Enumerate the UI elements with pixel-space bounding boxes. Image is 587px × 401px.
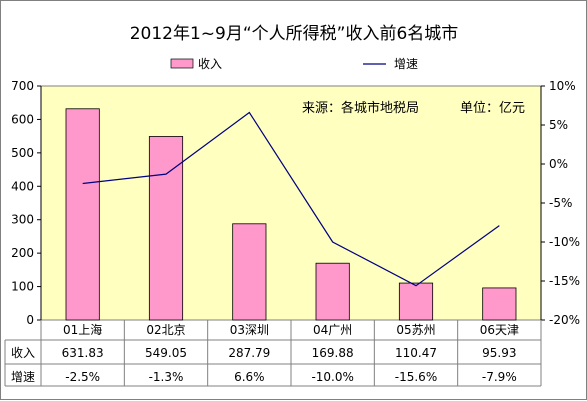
y-left-tick-label: 700: [11, 79, 34, 93]
table-cell: -7.9%: [482, 370, 517, 384]
y-right-tick-label: 10%: [549, 79, 576, 93]
y-right-tick-label: -15%: [549, 274, 580, 288]
source-note: 来源：各城市地税局: [302, 100, 419, 116]
growth-polyline: [82, 111, 500, 287]
table-cell: 110.47: [395, 346, 437, 360]
plot-area: [40, 85, 542, 321]
y-right-tick-label: 5%: [549, 118, 568, 132]
x-category-label: 05苏州: [396, 323, 435, 337]
bar-series-income: [65, 108, 517, 321]
table-cell: 631.83: [62, 346, 104, 360]
table-row-label: 增速: [11, 370, 35, 384]
x-category-label: 06天津: [480, 323, 519, 337]
table-cell: -1.3%: [149, 370, 184, 384]
table-row-label: 收入: [11, 346, 35, 360]
table-cell: -15.6%: [395, 370, 437, 384]
line-series-growth: [82, 111, 500, 287]
table-cell: 549.05: [145, 346, 187, 360]
table-cell: -2.5%: [65, 370, 100, 384]
y-left-tick-label: 200: [11, 246, 34, 260]
y-left-tick-label: 100: [11, 280, 34, 294]
unit-note: 单位：亿元: [460, 101, 525, 116]
x-category-label: 04广州: [313, 323, 352, 337]
y-right-tick-label: -5%: [549, 196, 572, 210]
legend-swatch-income: [170, 58, 194, 69]
bar-02北京: [148, 136, 184, 321]
bar-06天津: [482, 287, 517, 321]
y-left-tick-label: 0: [26, 313, 34, 327]
x-category-label: 02北京: [146, 323, 185, 337]
y-left-tick-label: 300: [11, 213, 34, 227]
y-left-tick-label: 600: [11, 112, 34, 126]
chart-title: 2012年1~9月“个人所得税”收入前6名城市: [130, 24, 459, 44]
x-category-label: 03深圳: [230, 323, 269, 337]
y-axis-right: -20% -15% -10% -5% 0% 5% 10%: [540, 79, 580, 327]
bar-04广州: [315, 262, 350, 321]
bar-05苏州: [398, 282, 434, 321]
legend: 收入 增速: [170, 57, 418, 71]
table-cell: 287.79: [228, 346, 270, 360]
table-cell: 95.93: [482, 346, 516, 360]
y-axis-left: 0 100 200 300 400 500 600 700: [11, 79, 42, 327]
y-right-tick-label: -20%: [549, 313, 580, 327]
legend-label-growth: 增速: [394, 57, 418, 71]
table-cell: -10.0%: [311, 370, 353, 384]
table-cell: 6.6%: [234, 370, 265, 384]
y-right-tick-label: -10%: [549, 235, 580, 249]
y-left-tick-label: 500: [11, 146, 34, 160]
bar-01上海: [65, 108, 100, 321]
x-category-label: 01上海: [63, 322, 102, 337]
legend-label-income: 收入: [198, 57, 222, 71]
y-right-tick-label: 0%: [549, 157, 568, 171]
bar-03深圳: [232, 223, 267, 321]
table-cell: 169.88: [312, 346, 354, 360]
y-left-tick-label: 400: [11, 179, 34, 193]
